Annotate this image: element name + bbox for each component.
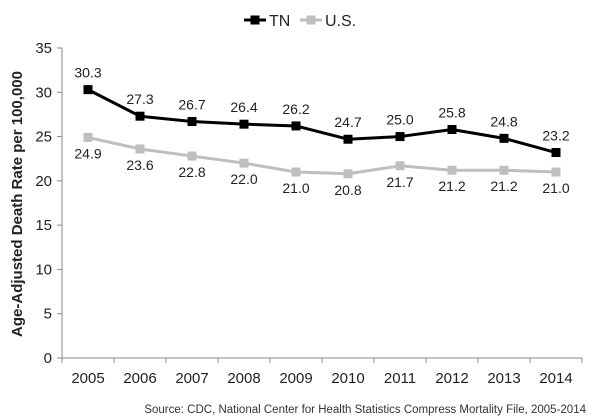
data-label-us: 22.0 bbox=[230, 171, 257, 187]
data-point-tn bbox=[187, 117, 197, 127]
data-point-tn bbox=[395, 132, 405, 142]
data-label-us: 23.6 bbox=[126, 157, 153, 173]
data-point-tn bbox=[343, 134, 353, 144]
x-tick-label: 2007 bbox=[175, 370, 208, 387]
data-label-tn: 26.7 bbox=[178, 97, 205, 113]
data-point-us bbox=[499, 165, 509, 175]
series-layer bbox=[83, 85, 561, 179]
data-label-tn: 24.8 bbox=[490, 113, 517, 129]
legend-swatch-marker-us bbox=[306, 15, 316, 25]
data-label-us: 21.2 bbox=[438, 178, 465, 194]
data-label-us: 21.0 bbox=[282, 180, 309, 196]
x-tick-label: 2008 bbox=[227, 370, 260, 387]
data-label-us: 24.9 bbox=[74, 145, 101, 161]
data-point-us bbox=[239, 158, 249, 168]
data-label-tn: 25.8 bbox=[438, 104, 465, 120]
legend-label-us: U.S. bbox=[325, 13, 356, 30]
x-tick-label: 2005 bbox=[71, 370, 104, 387]
data-point-us bbox=[551, 167, 561, 177]
data-point-tn bbox=[291, 121, 301, 131]
data-point-us bbox=[187, 151, 197, 161]
data-label-tn: 26.4 bbox=[230, 99, 257, 115]
y-axis: 0 5 10 15 20 25 30 35 bbox=[35, 40, 63, 367]
data-point-us bbox=[395, 161, 405, 171]
y-tick-label: 5 bbox=[44, 306, 52, 323]
data-point-us bbox=[291, 167, 301, 177]
x-tick-label: 2006 bbox=[123, 370, 156, 387]
y-tick-label: 35 bbox=[35, 40, 52, 57]
y-tick-label: 10 bbox=[35, 261, 52, 278]
data-label-tn: 25.0 bbox=[386, 112, 413, 128]
data-label-us: 21.0 bbox=[542, 180, 569, 196]
data-point-us bbox=[343, 169, 353, 179]
x-tick-label: 2011 bbox=[384, 370, 416, 387]
data-point-tn bbox=[499, 133, 509, 143]
y-tick-label: 20 bbox=[35, 173, 52, 190]
data-label-layer: 30.3 27.3 26.7 26.4 26.2 24.7 25.0 25.8 24.8 23.2… bbox=[74, 65, 569, 198]
y-tick-label: 0 bbox=[44, 350, 52, 367]
data-label-us: 20.8 bbox=[334, 182, 361, 198]
data-point-tn bbox=[551, 148, 561, 158]
data-label-us: 21.7 bbox=[386, 174, 413, 190]
y-tick-label: 25 bbox=[35, 129, 52, 146]
data-point-us bbox=[447, 165, 457, 175]
data-point-tn bbox=[83, 85, 93, 95]
x-axis: 2005 2006 2007 2008 2009 2010 2011 2012 2013 2014 bbox=[61, 357, 583, 387]
data-label-tn: 30.3 bbox=[74, 65, 101, 81]
legend-label-tn: TN bbox=[269, 13, 290, 30]
y-tick-label: 30 bbox=[35, 84, 52, 101]
source-note: Source: CDC, National Center for Health … bbox=[144, 404, 586, 416]
data-label-tn: 27.3 bbox=[126, 91, 153, 107]
legend: TN U.S. bbox=[244, 13, 356, 30]
data-point-tn bbox=[239, 119, 249, 129]
series-line-us bbox=[87, 135, 557, 176]
data-point-tn bbox=[135, 111, 145, 121]
data-label-us: 21.2 bbox=[490, 178, 517, 194]
x-tick-label: 2014 bbox=[539, 370, 572, 387]
series-line-tn bbox=[87, 88, 557, 154]
data-point-us bbox=[83, 132, 93, 142]
data-point-us bbox=[135, 144, 145, 154]
y-tick-label: 15 bbox=[35, 217, 52, 234]
x-tick-label: 2010 bbox=[331, 370, 364, 387]
data-label-tn: 26.2 bbox=[282, 101, 309, 117]
data-label-us: 22.8 bbox=[178, 164, 205, 180]
data-label-tn: 24.7 bbox=[334, 114, 361, 130]
x-tick-label: 2012 bbox=[435, 370, 468, 387]
data-label-tn: 23.2 bbox=[542, 128, 569, 144]
legend-swatch-marker-tn bbox=[250, 15, 260, 25]
x-tick-label: 2013 bbox=[487, 370, 520, 387]
y-axis-title: Age-Adjusted Death Rate per 100,000 bbox=[9, 71, 26, 337]
x-tick-label: 2009 bbox=[279, 370, 312, 387]
data-point-tn bbox=[447, 124, 457, 134]
